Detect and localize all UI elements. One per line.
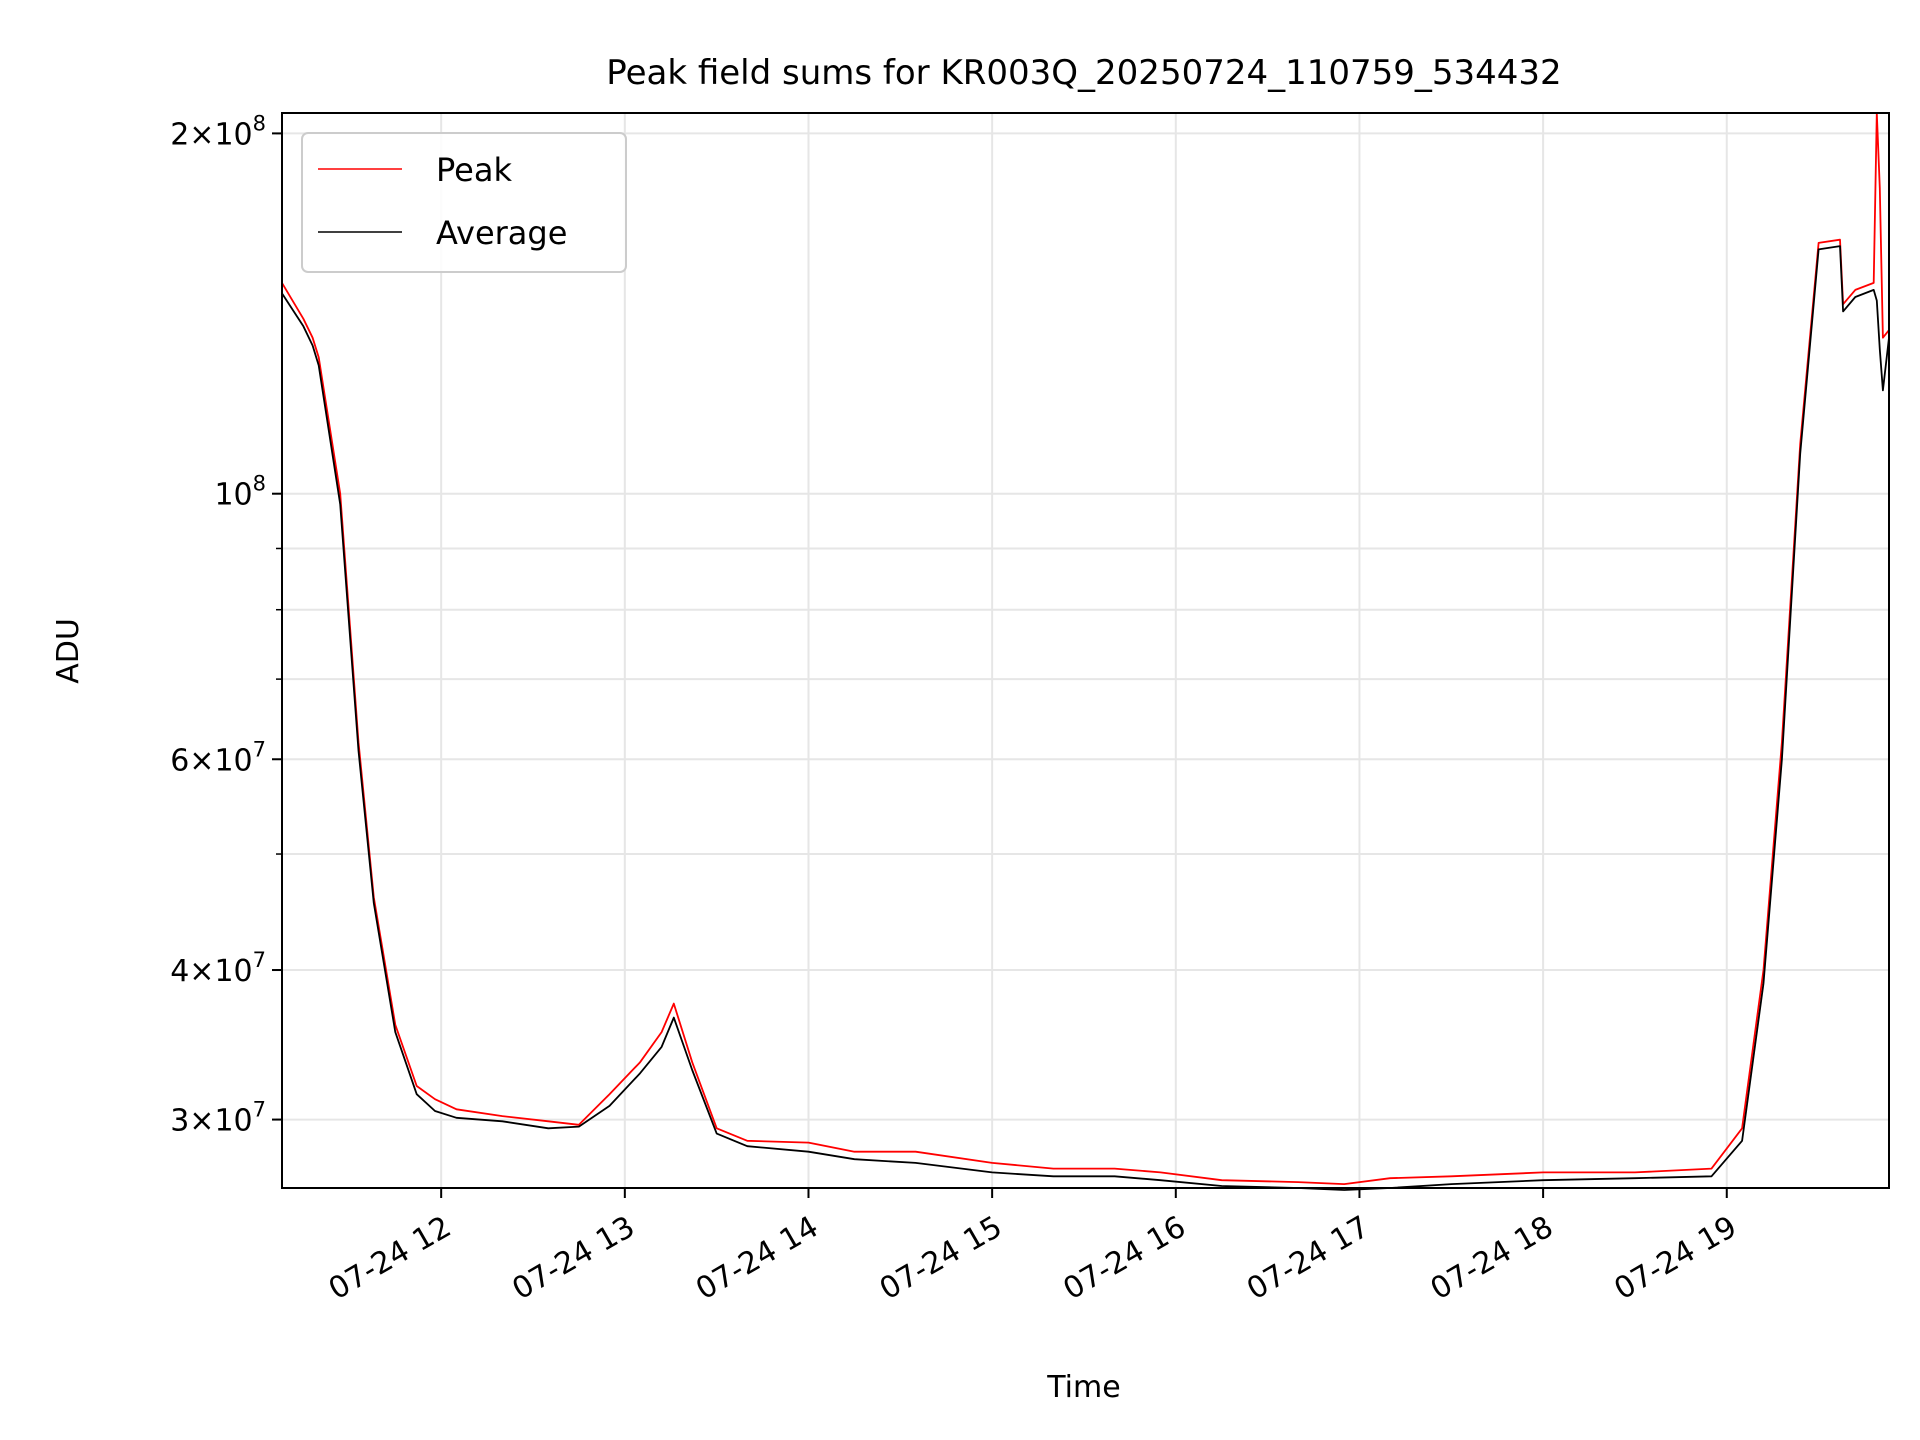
series-line-peak: [281, 112, 1890, 1185]
y-axis: 3×107 4×107 6×107 108 2×108: [170, 111, 282, 1139]
series-line-average: [281, 245, 1890, 1191]
y-tick-label: 2×108: [170, 111, 266, 152]
chart-title: Peak field sums for KR003Q_20250724_1107…: [606, 53, 1561, 93]
legend-box: [301, 132, 627, 273]
y-tick-label: 4×107: [170, 948, 266, 989]
series-layer: [281, 112, 1890, 1191]
x-axis-label: Time: [1046, 1370, 1120, 1405]
legend-peak-label: Peak: [436, 151, 512, 189]
plot-frame: [281, 112, 1890, 1189]
y-tick-label: 6×107: [170, 737, 266, 778]
y-tick-label: 3×107: [170, 1098, 266, 1139]
legend-average-label: Average: [436, 214, 567, 252]
y-axis-label: ADU: [51, 618, 86, 684]
legend: Peak Average: [301, 132, 627, 273]
grid: [282, 113, 1889, 1188]
y-tick-label: 108: [214, 472, 266, 513]
